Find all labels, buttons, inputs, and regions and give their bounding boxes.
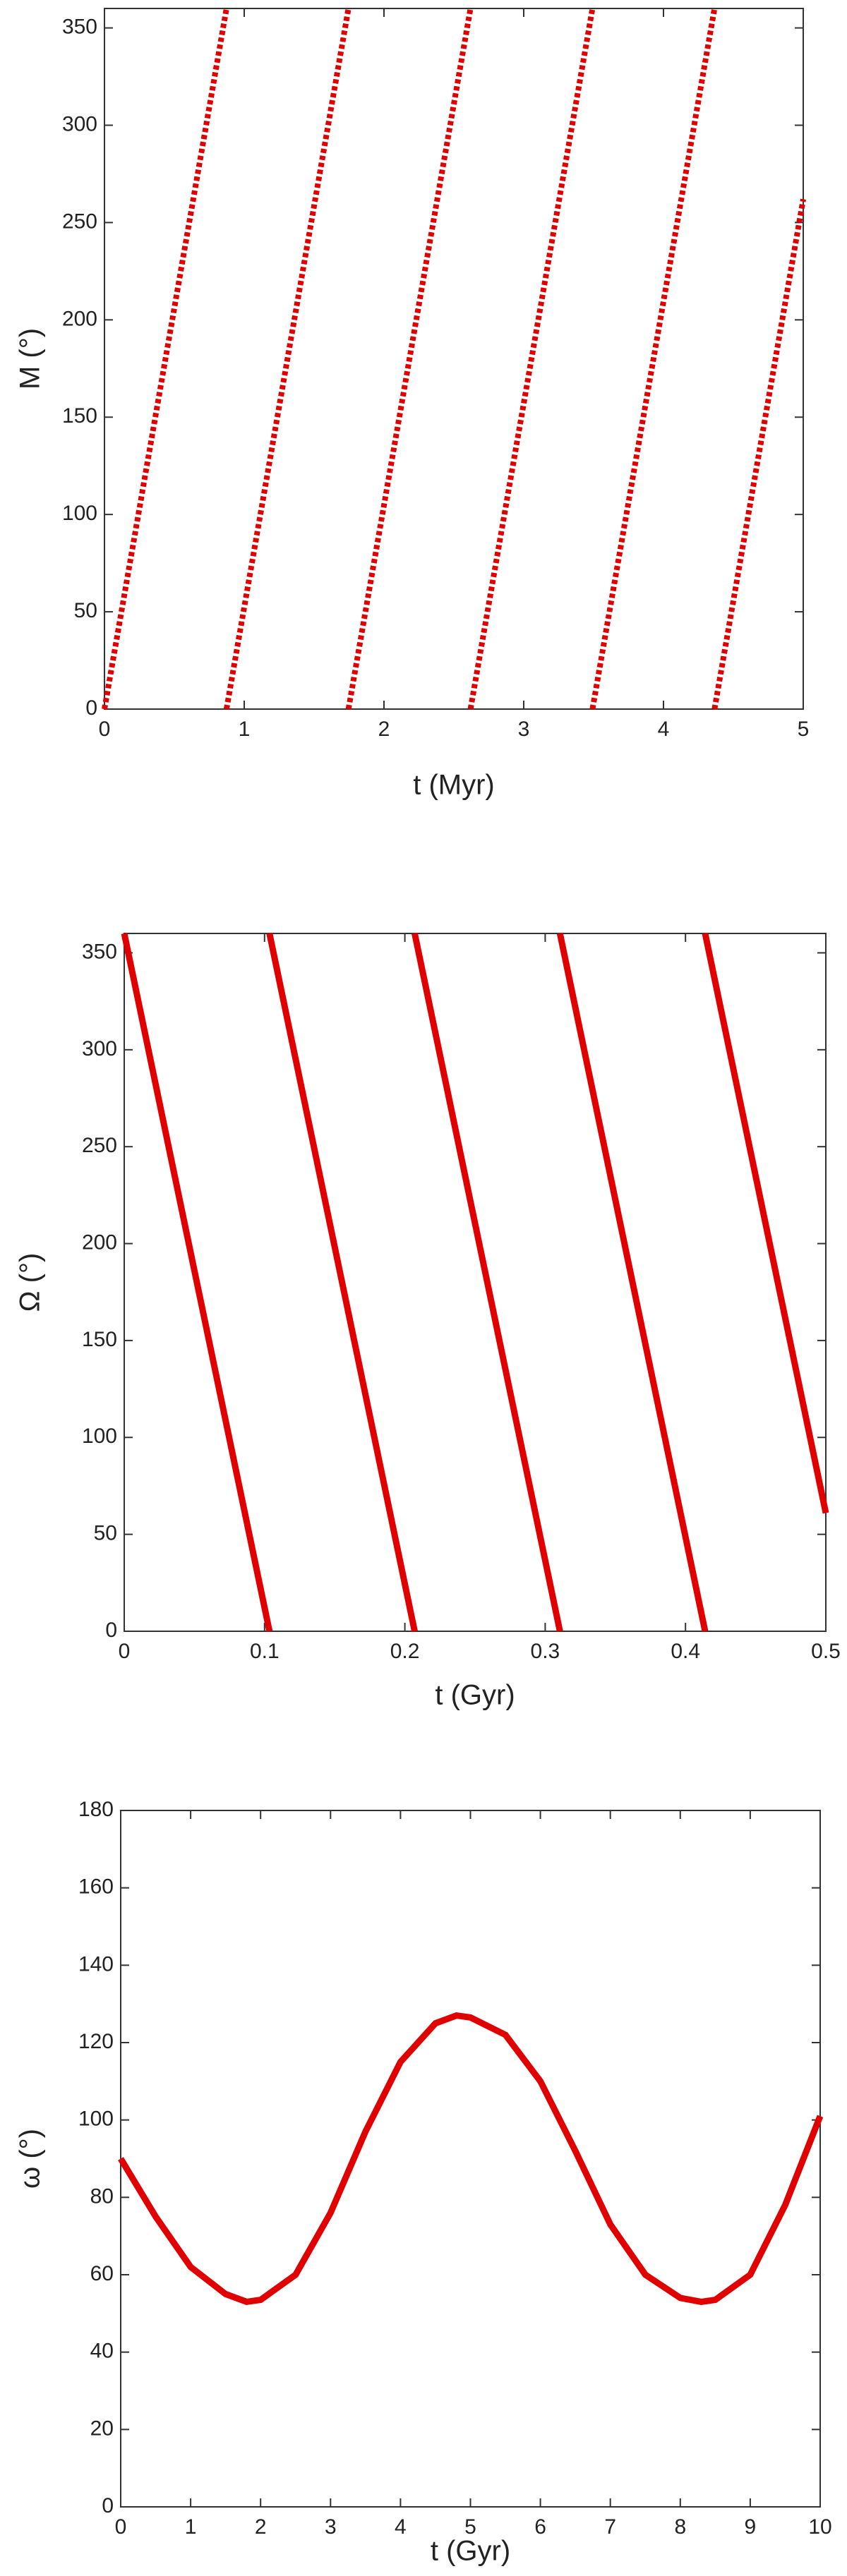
y-tick-label: 120 bbox=[78, 2030, 114, 2053]
plot-frame bbox=[120, 1810, 821, 2508]
x-tick-label: 5 bbox=[798, 718, 810, 741]
x-tick-label: 5 bbox=[464, 2515, 476, 2539]
y-tick-label: 200 bbox=[62, 307, 97, 330]
x-tick-label: 0.3 bbox=[531, 1640, 560, 1663]
y-tick-label: 350 bbox=[82, 940, 117, 963]
plot-frame bbox=[104, 8, 804, 710]
x-tick-label: 10 bbox=[808, 2515, 831, 2539]
y-tick-label: 100 bbox=[82, 1425, 117, 1448]
y-tick-label: 80 bbox=[90, 2184, 114, 2208]
x-tick-label: 0.1 bbox=[250, 1640, 280, 1663]
x-tick-label: 0 bbox=[115, 2515, 127, 2539]
data-line bbox=[118, 2012, 824, 2306]
x-tick-label: 0.2 bbox=[390, 1640, 420, 1663]
plot-frame bbox=[124, 933, 827, 1632]
y-axis-title: Ω (°) bbox=[15, 1253, 46, 1312]
y-tick-label: 160 bbox=[78, 1875, 114, 1899]
y-tick-label: 0 bbox=[85, 696, 97, 720]
y-tick-label: 180 bbox=[78, 1798, 114, 1821]
x-axis-title: t (Myr) bbox=[413, 770, 495, 801]
x-tick-label: 0.5 bbox=[811, 1640, 841, 1663]
y-tick-label: 300 bbox=[62, 112, 97, 135]
y-tick-label: 250 bbox=[82, 1134, 117, 1157]
y-axis-title: M (°) bbox=[15, 328, 46, 389]
x-tick-label: 1 bbox=[185, 2515, 197, 2539]
y-axis-title: ω (°) bbox=[15, 2129, 46, 2189]
x-axis-title: t (Gyr) bbox=[435, 1680, 515, 1711]
data-line bbox=[102, 8, 806, 710]
x-tick-label: 1 bbox=[239, 718, 251, 741]
y-tick-label: 40 bbox=[90, 2340, 114, 2363]
x-tick-label: 4 bbox=[395, 2515, 407, 2539]
x-tick-label: 3 bbox=[518, 718, 530, 741]
y-tick-label: 150 bbox=[62, 404, 97, 428]
x-tick-label: 0.4 bbox=[671, 1640, 700, 1663]
x-tick-label: 0 bbox=[119, 1640, 131, 1663]
x-tick-label: 4 bbox=[658, 718, 670, 741]
y-tick-label: 100 bbox=[62, 502, 97, 525]
y-tick-label: 60 bbox=[90, 2262, 114, 2285]
y-tick-label: 0 bbox=[105, 1619, 117, 1642]
x-tick-label: 2 bbox=[255, 2515, 267, 2539]
y-tick-label: 50 bbox=[94, 1522, 117, 1545]
y-tick-label: 50 bbox=[74, 599, 97, 622]
y-tick-label: 350 bbox=[62, 16, 97, 39]
x-tick-label: 6 bbox=[534, 2515, 546, 2539]
y-tick-label: 140 bbox=[78, 1952, 114, 1976]
y-tick-label: 250 bbox=[62, 210, 97, 233]
x-tick-label: 7 bbox=[604, 2515, 616, 2539]
x-tick-label: 2 bbox=[378, 718, 390, 741]
y-tick-label: 200 bbox=[82, 1230, 117, 1254]
x-tick-label: 3 bbox=[325, 2515, 337, 2539]
data-line bbox=[121, 933, 829, 1632]
y-tick-label: 0 bbox=[102, 2494, 114, 2517]
x-tick-label: 0 bbox=[99, 718, 111, 741]
y-tick-label: 100 bbox=[78, 2108, 114, 2131]
x-tick-label: 9 bbox=[745, 2515, 757, 2539]
y-tick-label: 20 bbox=[90, 2417, 114, 2440]
x-tick-label: 8 bbox=[674, 2515, 686, 2539]
y-tick-label: 150 bbox=[82, 1328, 117, 1351]
x-axis-title: t (Gyr) bbox=[431, 2536, 510, 2567]
y-tick-label: 300 bbox=[82, 1037, 117, 1060]
